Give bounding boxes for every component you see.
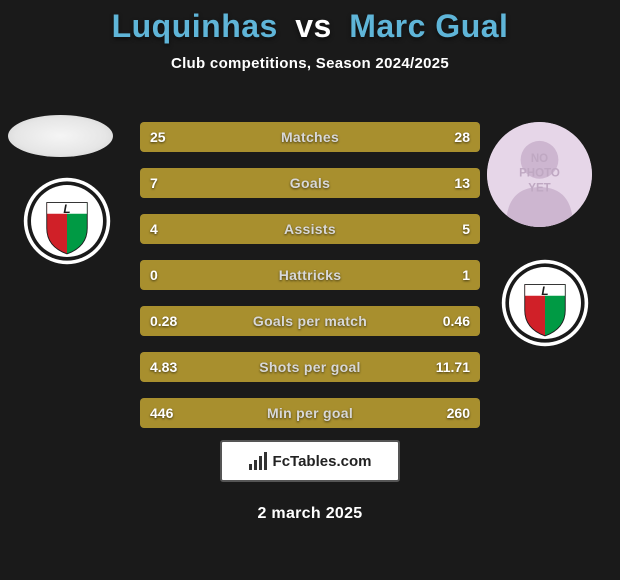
player1-name: Luquinhas — [112, 8, 278, 44]
fctables-logo: FcTables.com — [220, 440, 400, 482]
stat-label: Hattricks — [140, 260, 480, 290]
player2-club-badge: L — [500, 258, 590, 348]
stat-label: Goals — [140, 168, 480, 198]
player2-avatar-placeholder: NO PHOTO YET — [487, 122, 592, 227]
svg-text:L: L — [541, 285, 548, 298]
stat-label: Goals per match — [140, 306, 480, 336]
stat-row: 0.280.46Goals per match — [140, 306, 480, 336]
stat-row: 2528Matches — [140, 122, 480, 152]
player1-club-badge: L — [22, 176, 112, 266]
stat-row: 01Hattricks — [140, 260, 480, 290]
stat-row: 45Assists — [140, 214, 480, 244]
stat-row: 446260Min per goal — [140, 398, 480, 428]
stat-label: Min per goal — [140, 398, 480, 428]
stat-row: 713Goals — [140, 168, 480, 198]
logo-text: FcTables.com — [273, 453, 372, 470]
no-photo-line3: YET — [528, 182, 550, 194]
comparison-title: Luquinhas vs Marc Gual — [0, 0, 620, 45]
vs-text: vs — [295, 8, 332, 44]
player2-name: Marc Gual — [349, 8, 508, 44]
stat-label: Matches — [140, 122, 480, 152]
stat-bars-container: 2528Matches 713Goals 45Assists 01Hattricks 0… — [140, 122, 480, 444]
player1-avatar — [8, 115, 113, 157]
logo-bars-icon — [249, 452, 267, 470]
subtitle: Club competitions, Season 2024/2025 — [0, 55, 620, 72]
svg-text:L: L — [63, 203, 70, 216]
stat-label: Assists — [140, 214, 480, 244]
no-photo-line1: NO — [531, 153, 548, 165]
stat-label: Shots per goal — [140, 352, 480, 382]
stat-row: 4.8311.71Shots per goal — [140, 352, 480, 382]
date-label: 2 march 2025 — [0, 505, 620, 523]
no-photo-line2: PHOTO — [519, 168, 560, 180]
